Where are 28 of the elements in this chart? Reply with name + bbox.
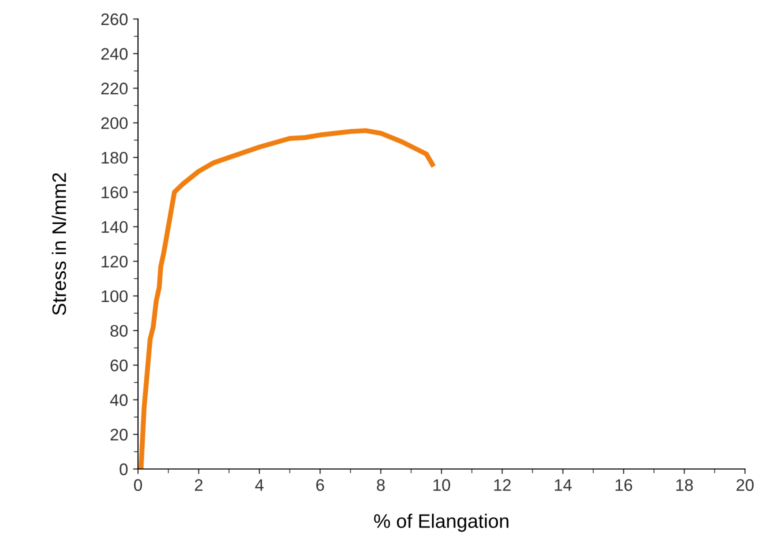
x-tick-label: 14 xyxy=(554,479,572,491)
x-tick-label: 6 xyxy=(316,479,324,491)
y-tick-label: 220 xyxy=(101,82,128,94)
y-tick-label: 20 xyxy=(110,428,128,441)
x-tick-label: 20 xyxy=(736,479,754,491)
y-tick-label: 0 xyxy=(120,463,128,476)
y-tick-label: 80 xyxy=(110,324,128,337)
y-tick-label: 140 xyxy=(102,221,128,233)
x-tick-label: 12 xyxy=(494,479,511,491)
line-series xyxy=(138,128,435,469)
y-tick-label: 60 xyxy=(110,360,128,372)
x-tick-label: 0 xyxy=(134,479,142,491)
y-axis-title: Stress in N/mm2 xyxy=(52,173,66,315)
x-tick-label: 2 xyxy=(194,479,202,491)
x-axis-title: % of Elangation xyxy=(374,514,508,532)
x-tick-label: 10 xyxy=(434,479,450,491)
y-tick-label: 180 xyxy=(102,152,128,164)
y-tick-label: 40 xyxy=(110,394,128,406)
y-tick-label: 160 xyxy=(102,186,128,198)
x-tick-label: 18 xyxy=(676,479,693,491)
x-tick-label: 8 xyxy=(376,479,385,491)
y-tick-label: 240 xyxy=(101,48,128,60)
y-tick-label: 120 xyxy=(102,256,128,268)
y-tick-label: 200 xyxy=(101,117,128,130)
y-tick-label: 100 xyxy=(102,290,128,302)
x-tick-label: 16 xyxy=(616,479,632,491)
y-tick-label: 260 xyxy=(101,13,128,26)
x-tick-label: 4 xyxy=(255,479,264,491)
